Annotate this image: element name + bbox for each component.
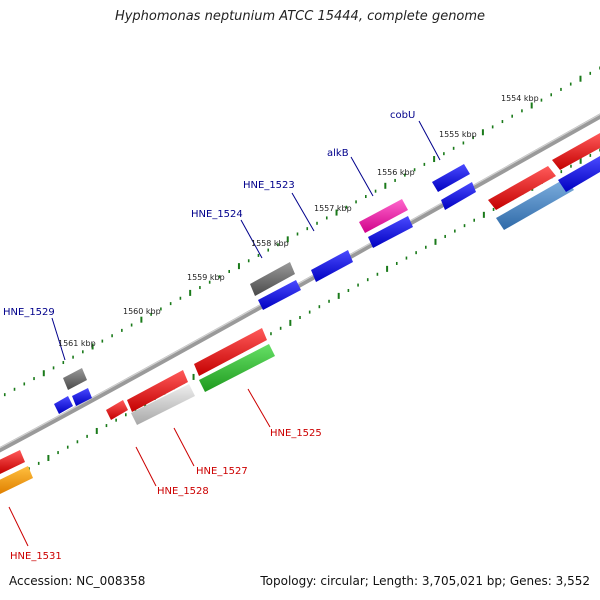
- gene-label[interactable]: HNE_1529: [3, 307, 55, 318]
- gene-arrow[interactable]: [250, 262, 295, 296]
- kbp-label: 1560 kbp: [123, 307, 161, 316]
- gene-arrow[interactable]: [194, 328, 267, 376]
- gene-arrow[interactable]: [311, 250, 353, 282]
- kbp-label: 1559 kbp: [187, 273, 225, 282]
- gene-arrow[interactable]: [359, 199, 408, 233]
- gene-arrow[interactable]: [0, 466, 33, 494]
- gene-label[interactable]: alkB: [327, 148, 349, 159]
- gene-arrow[interactable]: [106, 400, 128, 420]
- gene-arrow[interactable]: [258, 280, 301, 310]
- kbp-label: 1561 kbp: [58, 339, 96, 348]
- genome-title: Hyphomonas neptunium ATCC 15444, complet…: [114, 9, 486, 24]
- gene-label[interactable]: HNE_1531: [10, 551, 62, 562]
- genome-backbone: [0, 113, 600, 453]
- gene-label[interactable]: HNE_1523: [243, 180, 295, 191]
- gene-arrow[interactable]: [63, 368, 87, 390]
- gene-label[interactable]: HNE_1527: [196, 466, 248, 477]
- reverse-genes: [0, 344, 275, 494]
- gene-arrow[interactable]: [199, 344, 275, 392]
- topology-label: Topology: circular; Length: 3,705,021 bp…: [260, 574, 590, 588]
- gene-arrow[interactable]: [131, 384, 195, 425]
- gene-arrow[interactable]: [488, 166, 556, 210]
- gene-arrow[interactable]: [72, 388, 92, 406]
- kbp-label: 1558 kbp: [251, 239, 289, 248]
- gene-arrow[interactable]: [54, 396, 73, 414]
- gene-arrow[interactable]: [558, 156, 600, 192]
- gene-arrow[interactable]: [552, 133, 600, 170]
- gene-labels: cobU alkB HNE_1523 HNE_1524 HNE_1529 HNE…: [3, 110, 415, 562]
- gene-arrow[interactable]: [368, 216, 413, 248]
- gene-arrow[interactable]: [441, 182, 476, 210]
- gene-arrow[interactable]: [0, 450, 25, 474]
- kbp-label: 1556 kbp: [377, 168, 415, 177]
- forward-genes: [54, 133, 600, 414]
- kbp-label: 1557 kbp: [314, 204, 352, 213]
- gene-label[interactable]: HNE_1525: [270, 428, 322, 439]
- gene-label[interactable]: cobU: [390, 110, 415, 121]
- gene-arrow[interactable]: [432, 164, 470, 192]
- kbp-labels: 1554 kbp 1555 kbp 1556 kbp 1557 kbp 1558…: [58, 94, 539, 348]
- kbp-label: 1554 kbp: [501, 94, 539, 103]
- gene-label[interactable]: HNE_1524: [191, 209, 243, 220]
- kbp-label: 1555 kbp: [439, 130, 477, 139]
- gene-label[interactable]: HNE_1528: [157, 486, 209, 497]
- gene-arrow[interactable]: [127, 370, 188, 412]
- gene-arrow[interactable]: [496, 178, 574, 230]
- accession-label: Accession: NC_008358: [9, 574, 146, 588]
- tick-tracks: [0, 66, 600, 488]
